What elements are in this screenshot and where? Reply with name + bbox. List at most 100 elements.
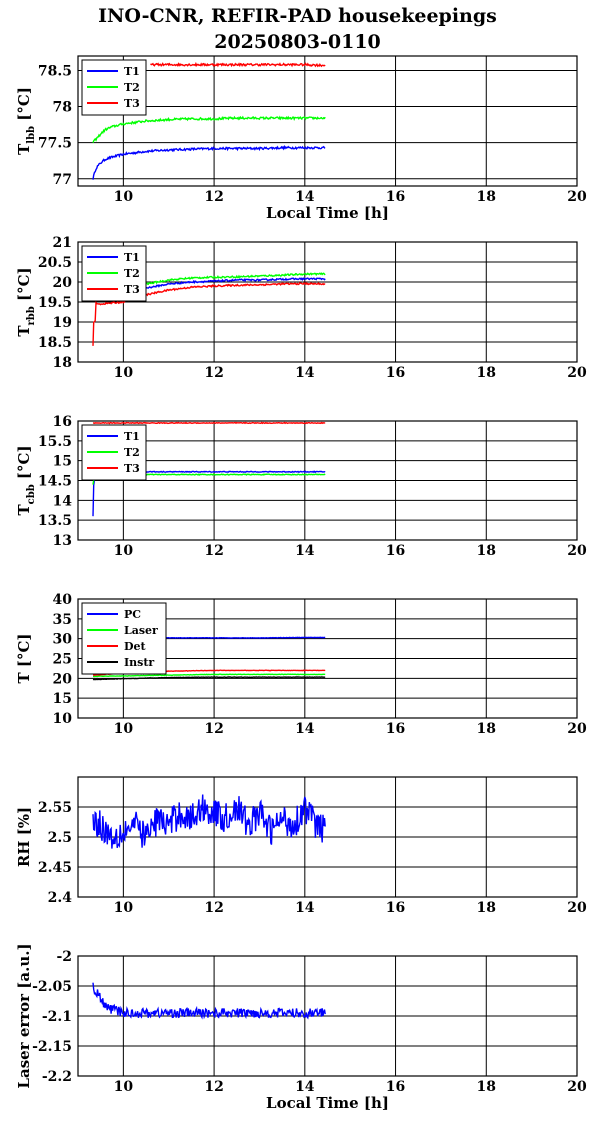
panel-2: 10 12 14 16 18 20 18 18.5 19 19.5 20 20.5 21 Trbb [°C… bbox=[15, 235, 587, 381]
y-axis-label: Trbb [°C] bbox=[15, 267, 37, 336]
panel-6: 10 12 14 16 18 20 -2.2 -2.15 -2.1 -2.05 -2 Local Ti… bbox=[15, 943, 587, 1112]
y-tick-label: 15 bbox=[53, 454, 72, 470]
x-tick-label: 12 bbox=[204, 189, 223, 205]
x-axis-label: Local Time [h] bbox=[266, 1094, 389, 1112]
x-tick-label: 16 bbox=[386, 189, 405, 205]
x-tick-label: 20 bbox=[567, 900, 587, 916]
legend-label: Laser bbox=[124, 624, 158, 637]
x-axis-label: Local Time [h] bbox=[266, 204, 389, 222]
y-tick-label: 77 bbox=[53, 172, 72, 188]
series-line-t1 bbox=[92, 144, 326, 180]
x-tick-label: 12 bbox=[204, 543, 223, 559]
y-tick-label: 14.5 bbox=[38, 474, 72, 490]
y-tick-label: -2.1 bbox=[42, 1009, 72, 1025]
x-tick-label: 16 bbox=[386, 900, 405, 916]
x-tick-label: 12 bbox=[204, 365, 223, 381]
x-tick-label: 18 bbox=[477, 189, 496, 205]
plot-frame bbox=[77, 241, 578, 363]
chart-title-line1: INO-CNR, REFIR-PAD housekeepings bbox=[98, 5, 497, 27]
legend: T1 T2 T3 bbox=[81, 59, 147, 116]
y-tick-label: -2.15 bbox=[32, 1039, 72, 1055]
x-tick-label: 14 bbox=[295, 900, 315, 916]
y-tick-label: 30 bbox=[53, 632, 73, 648]
x-tick-label: 16 bbox=[386, 543, 405, 559]
x-tick-label: 14 bbox=[295, 189, 315, 205]
plot-frame bbox=[77, 776, 578, 898]
chart-title-line2: 20250803-0110 bbox=[214, 31, 381, 53]
x-tick-label: 12 bbox=[204, 721, 223, 737]
legend-label: T3 bbox=[124, 97, 140, 110]
y-tick-label: 10 bbox=[53, 711, 73, 727]
legend-label: T3 bbox=[124, 462, 140, 475]
x-tick-label: 20 bbox=[567, 543, 587, 559]
y-tick-label: 35 bbox=[53, 612, 72, 628]
y-tick-label: 15 bbox=[53, 691, 72, 707]
y-tick-label: 78.5 bbox=[38, 63, 72, 79]
panel-4: 10 12 14 16 18 20 10 15 20 25 30 35 40 T [°C] PC Laser D… bbox=[15, 592, 587, 737]
y-tick-label: 2.4 bbox=[48, 890, 73, 906]
x-tick-label: 14 bbox=[295, 721, 315, 737]
legend: T1 T2 T3 bbox=[81, 245, 147, 302]
y-tick-label: 15.5 bbox=[38, 434, 72, 450]
x-tick-label: 20 bbox=[567, 189, 587, 205]
x-tick-label: 18 bbox=[477, 365, 496, 381]
y-tick-label: 18.5 bbox=[38, 335, 72, 351]
legend-label: PC bbox=[124, 608, 141, 621]
y-tick-label: 2.55 bbox=[38, 800, 72, 816]
x-tick-label: 16 bbox=[386, 1079, 405, 1095]
y-tick-label: 20 bbox=[53, 671, 73, 687]
series-line-instr bbox=[92, 676, 326, 681]
y-tick-label: 18 bbox=[53, 355, 72, 371]
series-line-t3 bbox=[150, 61, 326, 68]
panel-5: 10 12 14 16 18 20 2.4 2.45 2.5 2.55 RH [%] bbox=[15, 776, 587, 916]
y-tick-label: 25 bbox=[53, 652, 72, 668]
x-tick-label: 10 bbox=[114, 721, 134, 737]
y-axis-label: RH [%] bbox=[15, 807, 33, 867]
plot-frame bbox=[77, 598, 578, 719]
y-tick-label: 13.5 bbox=[38, 513, 72, 529]
x-tick-label: 14 bbox=[295, 543, 315, 559]
x-tick-label: 18 bbox=[477, 1079, 496, 1095]
plot-frame bbox=[77, 420, 578, 541]
y-axis-label: Laser error [a.u.] bbox=[15, 943, 33, 1088]
series-line-laser bbox=[93, 673, 326, 678]
x-tick-label: 14 bbox=[295, 365, 315, 381]
x-tick-label: 18 bbox=[477, 543, 496, 559]
y-tick-label: 20.5 bbox=[38, 255, 72, 271]
x-tick-label: 12 bbox=[204, 1079, 223, 1095]
y-tick-label: 21 bbox=[53, 235, 72, 251]
y-tick-label: -2.2 bbox=[42, 1069, 72, 1085]
x-tick-label: 18 bbox=[477, 900, 496, 916]
y-tick-label: 2.5 bbox=[48, 830, 72, 846]
legend-label: T1 bbox=[124, 430, 140, 443]
legend: T1 T2 T3 bbox=[81, 424, 147, 481]
panel-1: 10 12 14 16 18 20 77 77.5 78 78.5 Local Time [h] Tl… bbox=[15, 55, 587, 222]
y-tick-label: 2.45 bbox=[38, 860, 72, 876]
x-tick-label: 20 bbox=[567, 721, 587, 737]
legend-label: Det bbox=[124, 640, 147, 653]
plot-frame bbox=[77, 55, 578, 187]
series-line-data bbox=[92, 982, 326, 1020]
y-tick-label: 77.5 bbox=[38, 136, 72, 152]
y-tick-label: 16 bbox=[53, 414, 72, 430]
x-tick-label: 10 bbox=[114, 543, 134, 559]
series-line-t2 bbox=[92, 115, 326, 144]
plot-frame bbox=[77, 955, 578, 1077]
series-line-data bbox=[92, 794, 326, 849]
legend-label: T2 bbox=[124, 446, 140, 459]
legend-label: T1 bbox=[124, 65, 140, 78]
y-axis-label: T [°C] bbox=[15, 633, 33, 683]
x-tick-label: 20 bbox=[567, 365, 587, 381]
y-axis-label: Tcbb [°C] bbox=[15, 445, 37, 515]
x-tick-label: 20 bbox=[567, 1079, 587, 1095]
x-tick-label: 16 bbox=[386, 721, 405, 737]
x-tick-label: 18 bbox=[477, 721, 496, 737]
x-tick-label: 10 bbox=[114, 900, 134, 916]
x-tick-label: 12 bbox=[204, 900, 223, 916]
y-tick-label: -2 bbox=[56, 949, 72, 965]
y-tick-label: -2.05 bbox=[32, 979, 72, 995]
y-tick-label: 78 bbox=[53, 100, 72, 116]
y-tick-label: 20 bbox=[53, 275, 73, 291]
legend-label: T3 bbox=[124, 283, 140, 296]
